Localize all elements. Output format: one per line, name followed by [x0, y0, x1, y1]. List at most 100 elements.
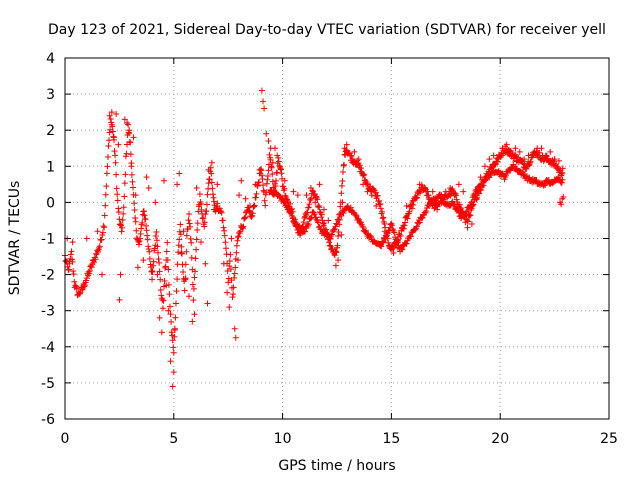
data-point [466, 212, 473, 219]
data-point-outlier [121, 116, 128, 123]
y-tick-label: 3 [46, 87, 55, 103]
data-point [86, 267, 93, 274]
data-point [165, 266, 172, 273]
data-point [152, 232, 159, 239]
data-point [308, 195, 315, 202]
data-point [318, 214, 325, 221]
data-point-lower [558, 179, 565, 186]
data-point [126, 138, 133, 145]
data-point [464, 217, 471, 224]
data-point [553, 161, 560, 168]
data-point [234, 237, 241, 244]
data-point-outlier [205, 166, 212, 173]
data-point [527, 158, 534, 165]
data-point [280, 187, 287, 194]
data-point [76, 290, 83, 297]
data-point [103, 183, 110, 190]
data-point-outlier [447, 184, 454, 191]
data-point [263, 180, 270, 187]
data-point [341, 161, 348, 168]
data-point [118, 222, 125, 229]
data-point [316, 204, 323, 211]
data-point [306, 201, 313, 208]
data-point-outlier [332, 262, 339, 269]
y-tick-label: 2 [46, 123, 55, 139]
y-tick-label: 4 [46, 51, 55, 67]
data-point [194, 226, 201, 233]
data-point [202, 211, 209, 218]
data-point [341, 151, 348, 158]
data-point [273, 177, 280, 184]
data-point-lower [463, 209, 470, 216]
data-point [192, 268, 199, 275]
data-point-outlier [560, 193, 567, 200]
data-point [231, 274, 238, 281]
data-point-lower [463, 208, 470, 215]
data-point-lower [518, 168, 525, 175]
data-point-lower [334, 221, 340, 228]
data-point [185, 217, 192, 224]
data-point-outlier [307, 184, 314, 191]
data-point-outlier [171, 325, 178, 332]
data-point-outlier [208, 159, 215, 166]
data-point-outlier [347, 152, 354, 159]
data-point [115, 205, 122, 212]
data-point-outlier [110, 134, 117, 141]
data-point-lower [467, 202, 474, 209]
data-point [277, 166, 284, 173]
data-point [262, 202, 269, 209]
data-point-outlier [242, 195, 249, 202]
data-point [208, 170, 215, 177]
data-point-outlier [551, 156, 558, 163]
data-point-lower [503, 172, 510, 179]
data-point-lower [423, 208, 430, 215]
data-point [241, 215, 248, 222]
data-point [356, 162, 363, 169]
data-point-outlier [252, 181, 259, 188]
data-point-lower [307, 215, 314, 222]
data-point [162, 263, 169, 270]
data-point-lower [450, 200, 457, 207]
data-point [257, 166, 264, 173]
data-point [146, 255, 153, 262]
data-point [178, 250, 185, 257]
data-point-outlier [429, 188, 436, 195]
data-point [229, 294, 236, 301]
data-point-outlier [260, 98, 267, 105]
data-point [305, 204, 312, 211]
data-point [86, 270, 93, 277]
data-point-lower [315, 219, 322, 226]
data-point-lower [468, 199, 475, 206]
y-tick-label: -2 [41, 268, 55, 284]
data-point-outlier [156, 314, 163, 321]
data-point [255, 179, 262, 186]
data-point [315, 202, 322, 209]
data-point [252, 194, 259, 201]
data-point-lower [394, 239, 401, 246]
data-point-outlier [351, 148, 358, 155]
data-point-outlier [464, 224, 471, 231]
data-point [276, 163, 283, 170]
data-point [381, 220, 388, 227]
data-point [375, 197, 382, 204]
data-point-outlier [271, 145, 278, 152]
data-point-outlier [451, 192, 458, 199]
data-point-outlier [186, 293, 193, 300]
data-point [250, 203, 257, 210]
data-point [206, 176, 213, 183]
data-point [166, 291, 173, 298]
data-point [233, 249, 240, 256]
data-point [159, 305, 166, 312]
data-point [114, 191, 121, 198]
data-point [332, 248, 339, 255]
data-point [157, 286, 164, 293]
data-point [155, 255, 162, 262]
data-point-outlier [335, 257, 342, 264]
data-point-lower [327, 236, 334, 243]
data-point [268, 163, 275, 170]
data-point [281, 185, 288, 192]
data-point [116, 216, 123, 223]
data-point-outlier [256, 166, 263, 173]
data-point-lower [335, 216, 342, 223]
data-point [92, 256, 99, 263]
